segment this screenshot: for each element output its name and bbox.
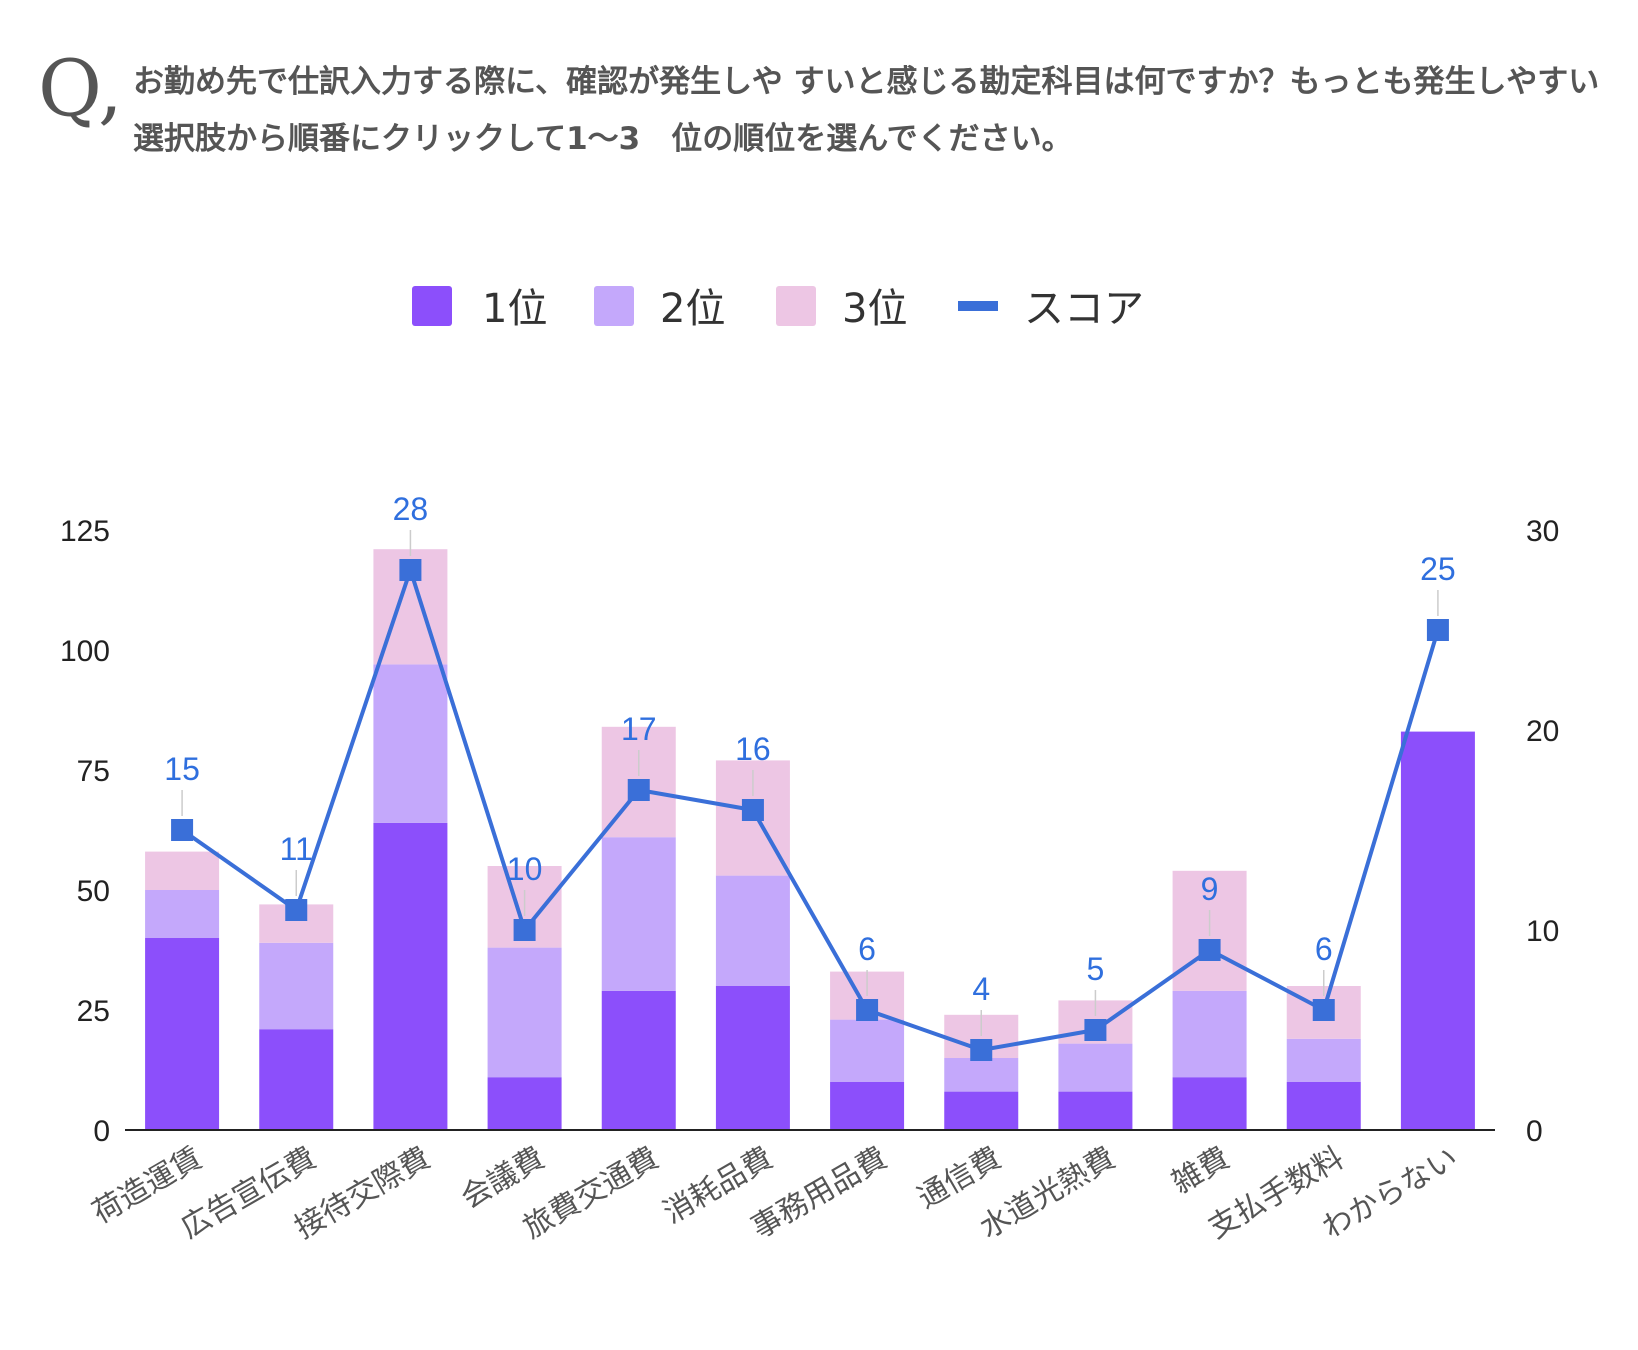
y-left-tick-label: 100 [60, 635, 110, 668]
bar-segment-rank1 [1058, 1091, 1133, 1130]
bar-segment-rank1 [715, 986, 790, 1130]
bar-segment-rank1 [601, 990, 676, 1130]
score-data-label: 6 [1315, 931, 1333, 967]
score-point [399, 559, 422, 581]
score-data-label: 25 [1420, 551, 1456, 587]
bar-segment-rank1 [1400, 731, 1475, 1130]
question-text: お勤め先で仕訳入力する際に、確認が発生しや すいと感じる勘定科目は何ですか？もっ… [133, 64, 1600, 157]
bar-segment-rank1 [487, 1077, 562, 1130]
score-point [741, 799, 764, 821]
question-header: Q, お勤め先で仕訳入力する際に、確認が発生しや すいと感じる勘定科目は何ですか… [38, 50, 1608, 170]
bar-segment-rank2 [601, 837, 676, 991]
score-data-label: 28 [393, 491, 429, 527]
score-point [627, 779, 650, 801]
y-right-tick-label: 20 [1526, 715, 1559, 748]
score-data-label: 5 [1087, 951, 1105, 987]
bar-segment-rank2 [715, 875, 790, 986]
score-point [970, 1039, 993, 1061]
score-data-label: 6 [858, 931, 876, 967]
score-data-label: 17 [621, 711, 657, 747]
score-data-label: 4 [972, 971, 990, 1007]
bar-segment-rank1 [1286, 1082, 1361, 1130]
y-left-tick-label: 25 [77, 995, 110, 1028]
bar-segment-rank1 [1172, 1077, 1247, 1130]
score-point [856, 999, 879, 1021]
score-point [171, 819, 194, 841]
score-point [1198, 939, 1221, 961]
bar-segment-rank2 [259, 942, 334, 1030]
bar-segment-rank1 [944, 1091, 1019, 1130]
bar-segment-rank1 [259, 1029, 334, 1130]
bar-segment-rank2 [145, 890, 220, 938]
legend-line-score [958, 301, 998, 311]
bar-segment-rank1 [830, 1082, 905, 1130]
score-point [1426, 619, 1449, 641]
bar-segment-rank1 [145, 938, 220, 1130]
legend-label-score: スコア [1024, 286, 1144, 332]
chart-legend: 1位 2位 3位 スコア [0, 270, 1638, 332]
score-data-label: 15 [164, 751, 200, 787]
score-point [513, 919, 536, 941]
score-point [1084, 1019, 1107, 1041]
x-category-label: 雑費 [1166, 1141, 1235, 1201]
bar-segment-rank2 [373, 664, 448, 823]
bar-segment-rank2 [1058, 1043, 1133, 1092]
legend-label-rank1: 1位 [482, 286, 548, 332]
bar-segment-rank2 [487, 947, 562, 1078]
y-left-tick-label: 50 [77, 875, 110, 908]
score-line [180, 568, 1440, 1052]
stacked-bar-line-chart: 025507510012501020301511281017166459625荷… [60, 491, 1559, 1246]
legend-label-rank3: 3位 [842, 286, 908, 332]
bar-segment-rank3 [145, 851, 220, 890]
score-data-label: 11 [280, 831, 313, 867]
score-point [285, 899, 308, 921]
y-right-tick-label: 10 [1526, 915, 1559, 948]
legend-swatch-rank1 [412, 286, 452, 326]
y-left-tick-label: 0 [93, 1115, 110, 1148]
bar-segment-rank2 [830, 1019, 905, 1082]
bar-segment-rank1 [373, 822, 448, 1130]
score-data-label: 9 [1201, 871, 1219, 907]
y-right-tick-label: 0 [1526, 1115, 1543, 1148]
bar-segment-rank2 [1286, 1038, 1361, 1082]
y-left-tick-label: 125 [60, 515, 110, 548]
y-right-tick-label: 30 [1526, 515, 1559, 548]
score-data-label: 16 [735, 731, 771, 767]
y-left-tick-label: 75 [77, 755, 110, 788]
legend-swatch-rank2 [594, 286, 634, 326]
legend-swatch-rank3 [776, 286, 816, 326]
score-point [1312, 999, 1335, 1021]
question-mark: Q, [38, 44, 123, 134]
score-data-label: 10 [507, 851, 543, 887]
bar-segment-rank2 [944, 1058, 1019, 1092]
legend-label-rank2: 2位 [660, 286, 726, 332]
bar-segment-rank2 [1172, 990, 1247, 1078]
